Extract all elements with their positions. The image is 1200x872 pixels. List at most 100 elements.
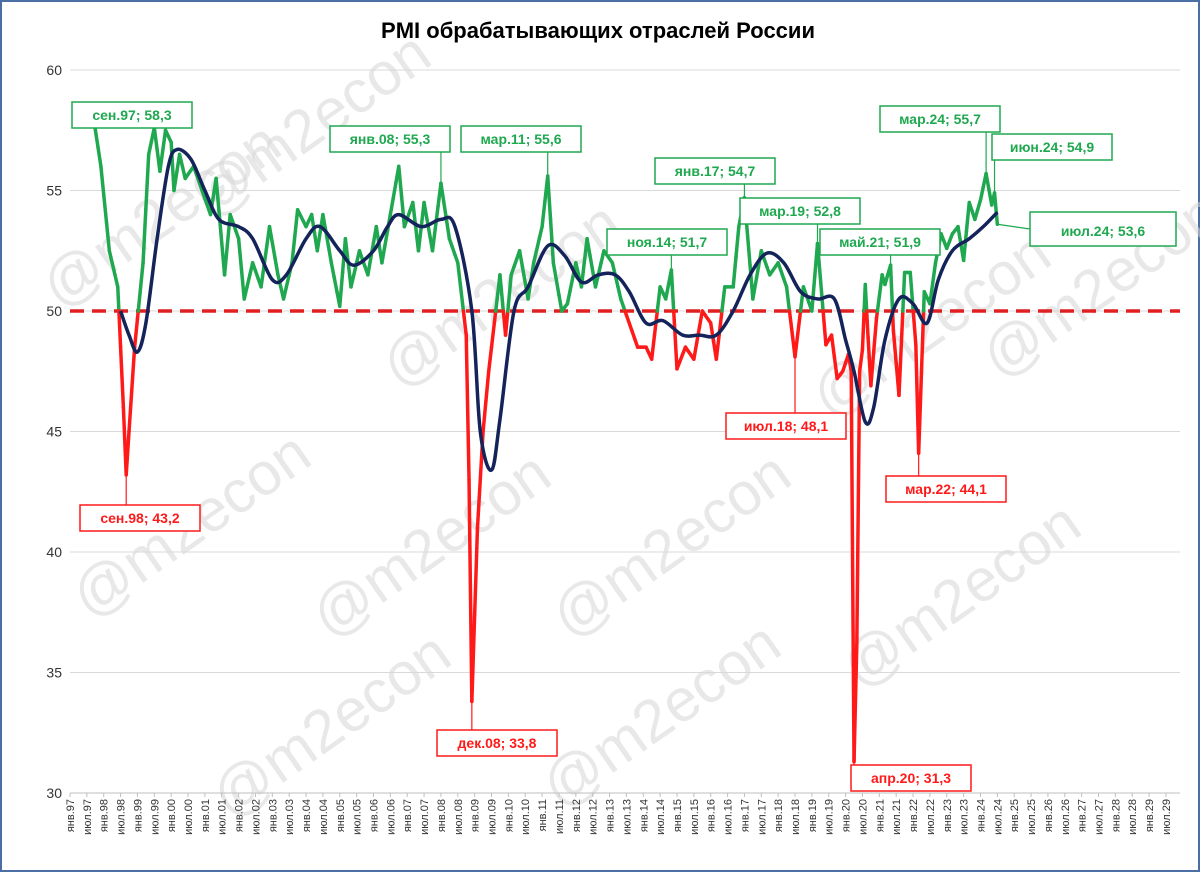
annotation-label: мар.24; 55,7 bbox=[899, 111, 981, 127]
pmi-line-segment bbox=[388, 196, 395, 217]
pmi-line-segment bbox=[588, 253, 595, 273]
annotation-box bbox=[850, 764, 972, 792]
annotation-label: янв.08; 55,3 bbox=[350, 131, 431, 147]
pmi-line-segment bbox=[439, 181, 446, 204]
x-tick-label: янв.19 bbox=[807, 799, 819, 832]
pmi-line-segment bbox=[731, 255, 738, 289]
pmi-line-segment bbox=[928, 281, 935, 306]
pmi-line-segment bbox=[391, 180, 398, 201]
pmi-line-segment bbox=[961, 229, 969, 263]
pmi-line-segment bbox=[493, 297, 499, 313]
x-tick-label: июл.02 bbox=[250, 799, 262, 835]
pmi-line-segment bbox=[548, 217, 556, 265]
x-tick-label: янв.17 bbox=[739, 799, 751, 832]
pmi-line-segment bbox=[821, 309, 828, 347]
x-tick-label: янв.14 bbox=[638, 799, 650, 832]
pmi-line-segment bbox=[242, 285, 249, 301]
x-tick-label: июл.18 bbox=[790, 799, 802, 835]
pmi-line-segment bbox=[321, 212, 328, 233]
pmi-line-segment bbox=[753, 265, 761, 285]
pmi-line-segment bbox=[127, 387, 134, 434]
pmi-line-segment bbox=[751, 281, 758, 301]
x-tick-label: янв.27 bbox=[1077, 799, 1089, 832]
pmi-line-segment bbox=[745, 229, 752, 267]
x-tick-label: июл.04 bbox=[318, 799, 330, 835]
annotation-label: дек.08; 33,8 bbox=[458, 735, 537, 751]
pmi-line-segment bbox=[574, 261, 581, 277]
pmi-line-segment bbox=[464, 333, 471, 482]
pmi-line-segment bbox=[832, 355, 839, 381]
y-tick-label: 60 bbox=[46, 62, 62, 78]
pmi-line-segment bbox=[888, 263, 895, 313]
pmi-line-segment bbox=[93, 127, 100, 150]
pmi-line-segment bbox=[214, 176, 221, 213]
x-tick-label: янв.15 bbox=[672, 799, 684, 832]
annotation-label: янв.17; 54,7 bbox=[675, 163, 756, 179]
x-tick-label: июл.27 bbox=[1094, 799, 1106, 835]
pmi-line-segment bbox=[172, 170, 179, 193]
pmi-line-segment bbox=[416, 224, 424, 253]
x-tick-label: июл.26 bbox=[1060, 799, 1072, 835]
pmi-line-segment bbox=[829, 333, 837, 359]
pmi-line-segment bbox=[281, 285, 289, 301]
annotation-box bbox=[606, 228, 728, 256]
annotation-box bbox=[71, 101, 193, 129]
y-tick-label: 35 bbox=[46, 665, 62, 681]
pmi-line-segment bbox=[860, 309, 866, 352]
x-tick-label: июл.07 bbox=[419, 799, 431, 835]
annotation-label: апр.20; 31,3 bbox=[871, 770, 951, 786]
pmi-line-segment bbox=[366, 257, 373, 277]
pmi-line-segment bbox=[565, 288, 572, 306]
pmi-line-segment bbox=[911, 309, 918, 347]
pmi-line-segment bbox=[130, 345, 137, 392]
pmi-line-segment bbox=[669, 268, 676, 313]
pmi-line-segment bbox=[863, 282, 869, 313]
x-tick-label: янв.09 bbox=[470, 799, 482, 832]
pmi-line-segment bbox=[118, 345, 126, 410]
annotation-box bbox=[79, 504, 201, 532]
x-tick-label: июл.05 bbox=[352, 799, 364, 835]
x-tick-label: янв.23 bbox=[942, 799, 954, 832]
x-tick-label: июл.03 bbox=[284, 799, 296, 835]
pmi-line-segment bbox=[901, 270, 907, 313]
pmi-line-segment bbox=[107, 249, 114, 265]
x-tick-label: июл.28 bbox=[1127, 799, 1139, 835]
annotation-label: июл.18; 48,1 bbox=[744, 418, 829, 434]
x-tick-label: янв.16 bbox=[706, 799, 718, 832]
pmi-line-segment bbox=[714, 333, 721, 361]
y-tick-label: 30 bbox=[46, 785, 62, 801]
watermark-7: @m2econ bbox=[539, 438, 802, 650]
pmi-line-segment bbox=[534, 236, 542, 253]
x-tick-label: июл.22 bbox=[925, 799, 937, 835]
pmi-line-segment bbox=[349, 273, 356, 289]
pmi-line-segment bbox=[849, 369, 856, 764]
pmi-line-segment bbox=[492, 309, 498, 325]
pmi-line-segment bbox=[697, 309, 705, 329]
pmi-line-segment bbox=[857, 347, 865, 373]
pmi-line-segment bbox=[557, 293, 564, 313]
x-tick-label: янв.26 bbox=[1043, 799, 1055, 832]
pmi-line-segment bbox=[290, 234, 297, 265]
watermark-8: @m2econ bbox=[829, 488, 1092, 700]
x-tick-label: июл.10 bbox=[520, 799, 532, 835]
pmi-line-segment bbox=[875, 294, 882, 313]
pmi-line-segment bbox=[964, 200, 971, 234]
pmi-line-segment bbox=[472, 526, 480, 617]
pmi-line-segment bbox=[116, 285, 121, 313]
pmi-line-segment bbox=[537, 224, 544, 241]
x-tick-label: июл.00 bbox=[183, 799, 195, 835]
pmi-line-segment bbox=[104, 220, 112, 253]
pmi-line-segment bbox=[978, 185, 986, 202]
pmi-line-segment bbox=[517, 249, 525, 269]
annotation-label: ноя.14; 51,7 bbox=[627, 234, 707, 250]
pmi-line-segment bbox=[531, 249, 539, 265]
pmi-line-segment bbox=[663, 282, 671, 301]
annotation-box bbox=[739, 197, 861, 225]
pmi-line-segment bbox=[110, 261, 117, 277]
annotation-label: мар.19; 52,8 bbox=[759, 203, 841, 219]
x-tick-label: янв.08 bbox=[436, 799, 448, 832]
pmi-line-segment bbox=[596, 261, 603, 277]
x-tick-label: янв.25 bbox=[1009, 799, 1021, 832]
pmi-line-segment bbox=[787, 309, 794, 336]
x-tick-label: июл.08 bbox=[453, 799, 465, 835]
